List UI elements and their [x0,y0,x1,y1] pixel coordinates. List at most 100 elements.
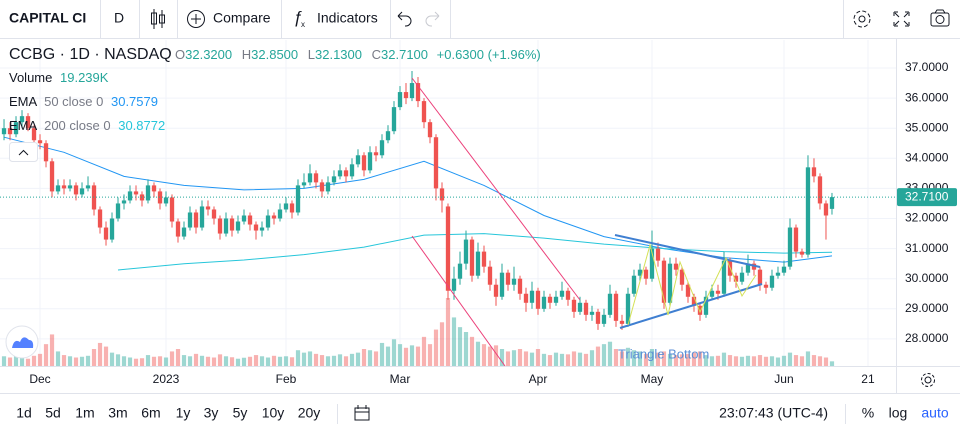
volume-bar [223,356,229,366]
fullscreen-button[interactable] [893,11,910,27]
candle-body [733,275,739,282]
volume-bar [157,356,163,366]
collapse-legend-button[interactable] [9,142,38,162]
candle-body [781,266,787,273]
candle-body [547,296,553,303]
candle-body [259,227,265,231]
range-button[interactable]: 3y [204,405,219,421]
candle-body [43,143,49,162]
volume-bar [409,345,415,366]
volume-bar [517,349,523,366]
candle-body [613,293,619,321]
range-button[interactable]: 6m [141,405,160,421]
candle-body [709,290,715,297]
volume-bar [253,355,259,366]
candle-body [109,218,115,240]
undo-button[interactable] [397,11,412,27]
interval-button[interactable]: D [114,10,124,26]
candle-body [721,260,727,294]
volume-bar [619,351,625,366]
redo-button[interactable] [425,11,440,27]
candle-body [277,209,283,219]
ema-value: 30.8772 [118,118,165,133]
candle-body [217,218,223,234]
volume-bar [127,357,133,366]
ohlc-key: L [308,47,315,62]
range-button[interactable]: 1d [16,405,32,421]
volume-bar [1,356,7,366]
range-button[interactable]: 5y [233,405,248,421]
candle-body [307,173,313,183]
symbol-search[interactable]: CAPITAL CI [9,10,86,26]
candle-body [349,164,355,177]
auto-toggle[interactable]: auto [921,405,948,421]
volume-bar [97,342,103,366]
range-button[interactable]: 20y [298,405,321,421]
indicators-icon-sub: x [301,20,305,29]
volume-bar [19,356,25,366]
candle-body [397,92,403,108]
y-tick-label: 30.0000 [905,271,949,285]
candle-body [829,197,835,209]
compare-button[interactable]: Compare [213,10,271,26]
candle-body [445,206,451,291]
volume-bar [577,352,583,366]
volume-bar [493,345,499,366]
triangle-lower [619,283,763,329]
candle-body [439,188,445,201]
candle-body [715,290,721,294]
candle-body [313,173,319,183]
volume-bar [427,344,433,366]
logo[interactable] [5,325,39,359]
chart-style-button[interactable] [151,9,165,29]
candle-body [295,185,301,213]
volume-bar [289,357,295,366]
x-tick-label: Dec [29,372,50,386]
indicators-button[interactable]: Indicators [317,10,378,26]
volume-bar [445,298,451,366]
volume-bar [571,351,577,366]
volume-bar [319,355,325,366]
ohlc-value: 32.3200 [185,47,232,62]
date-range-button[interactable] [354,405,370,421]
settings-button[interactable] [853,10,871,28]
range-button[interactable]: 1m [75,405,94,421]
volume-bar [511,350,517,366]
volume-bar [649,349,655,366]
volume-bar [7,357,13,366]
screenshot-button[interactable] [930,9,950,27]
candle-body [163,197,169,204]
volume-bar [73,357,79,366]
volume-bar [67,356,73,366]
ema-legend: EMA 200 close 0 30.8772 [9,118,165,133]
percent-toggle[interactable]: % [862,405,874,421]
volume-bar [697,351,703,366]
ema-params: 200 close 0 [44,118,111,133]
volume-bar [337,354,343,366]
candle-body [625,293,631,324]
range-button[interactable]: 1y [176,405,191,421]
volume-bar [751,356,757,366]
log-toggle[interactable]: log [889,405,908,421]
x-tick-label: Jun [774,372,793,386]
volume-bar [295,350,301,366]
axis-settings[interactable] [921,373,935,387]
volume-bar [313,353,319,366]
candle-body [679,269,685,285]
candle-body [595,311,601,324]
ohlc-key: C [372,47,381,62]
candle-body [577,302,583,312]
candle-body [421,101,427,123]
candle-body [511,278,517,285]
compare-icon[interactable] [187,10,205,28]
volume-bar [85,355,91,366]
candle-body [643,269,649,279]
volume-bar [607,341,613,366]
candle-body [19,116,25,123]
range-button[interactable]: 5d [45,405,61,421]
indicators-icon[interactable]: ƒ [293,7,302,26]
volume-bar [775,357,781,366]
range-button[interactable]: 3m [108,405,127,421]
range-button[interactable]: 10y [262,405,285,421]
